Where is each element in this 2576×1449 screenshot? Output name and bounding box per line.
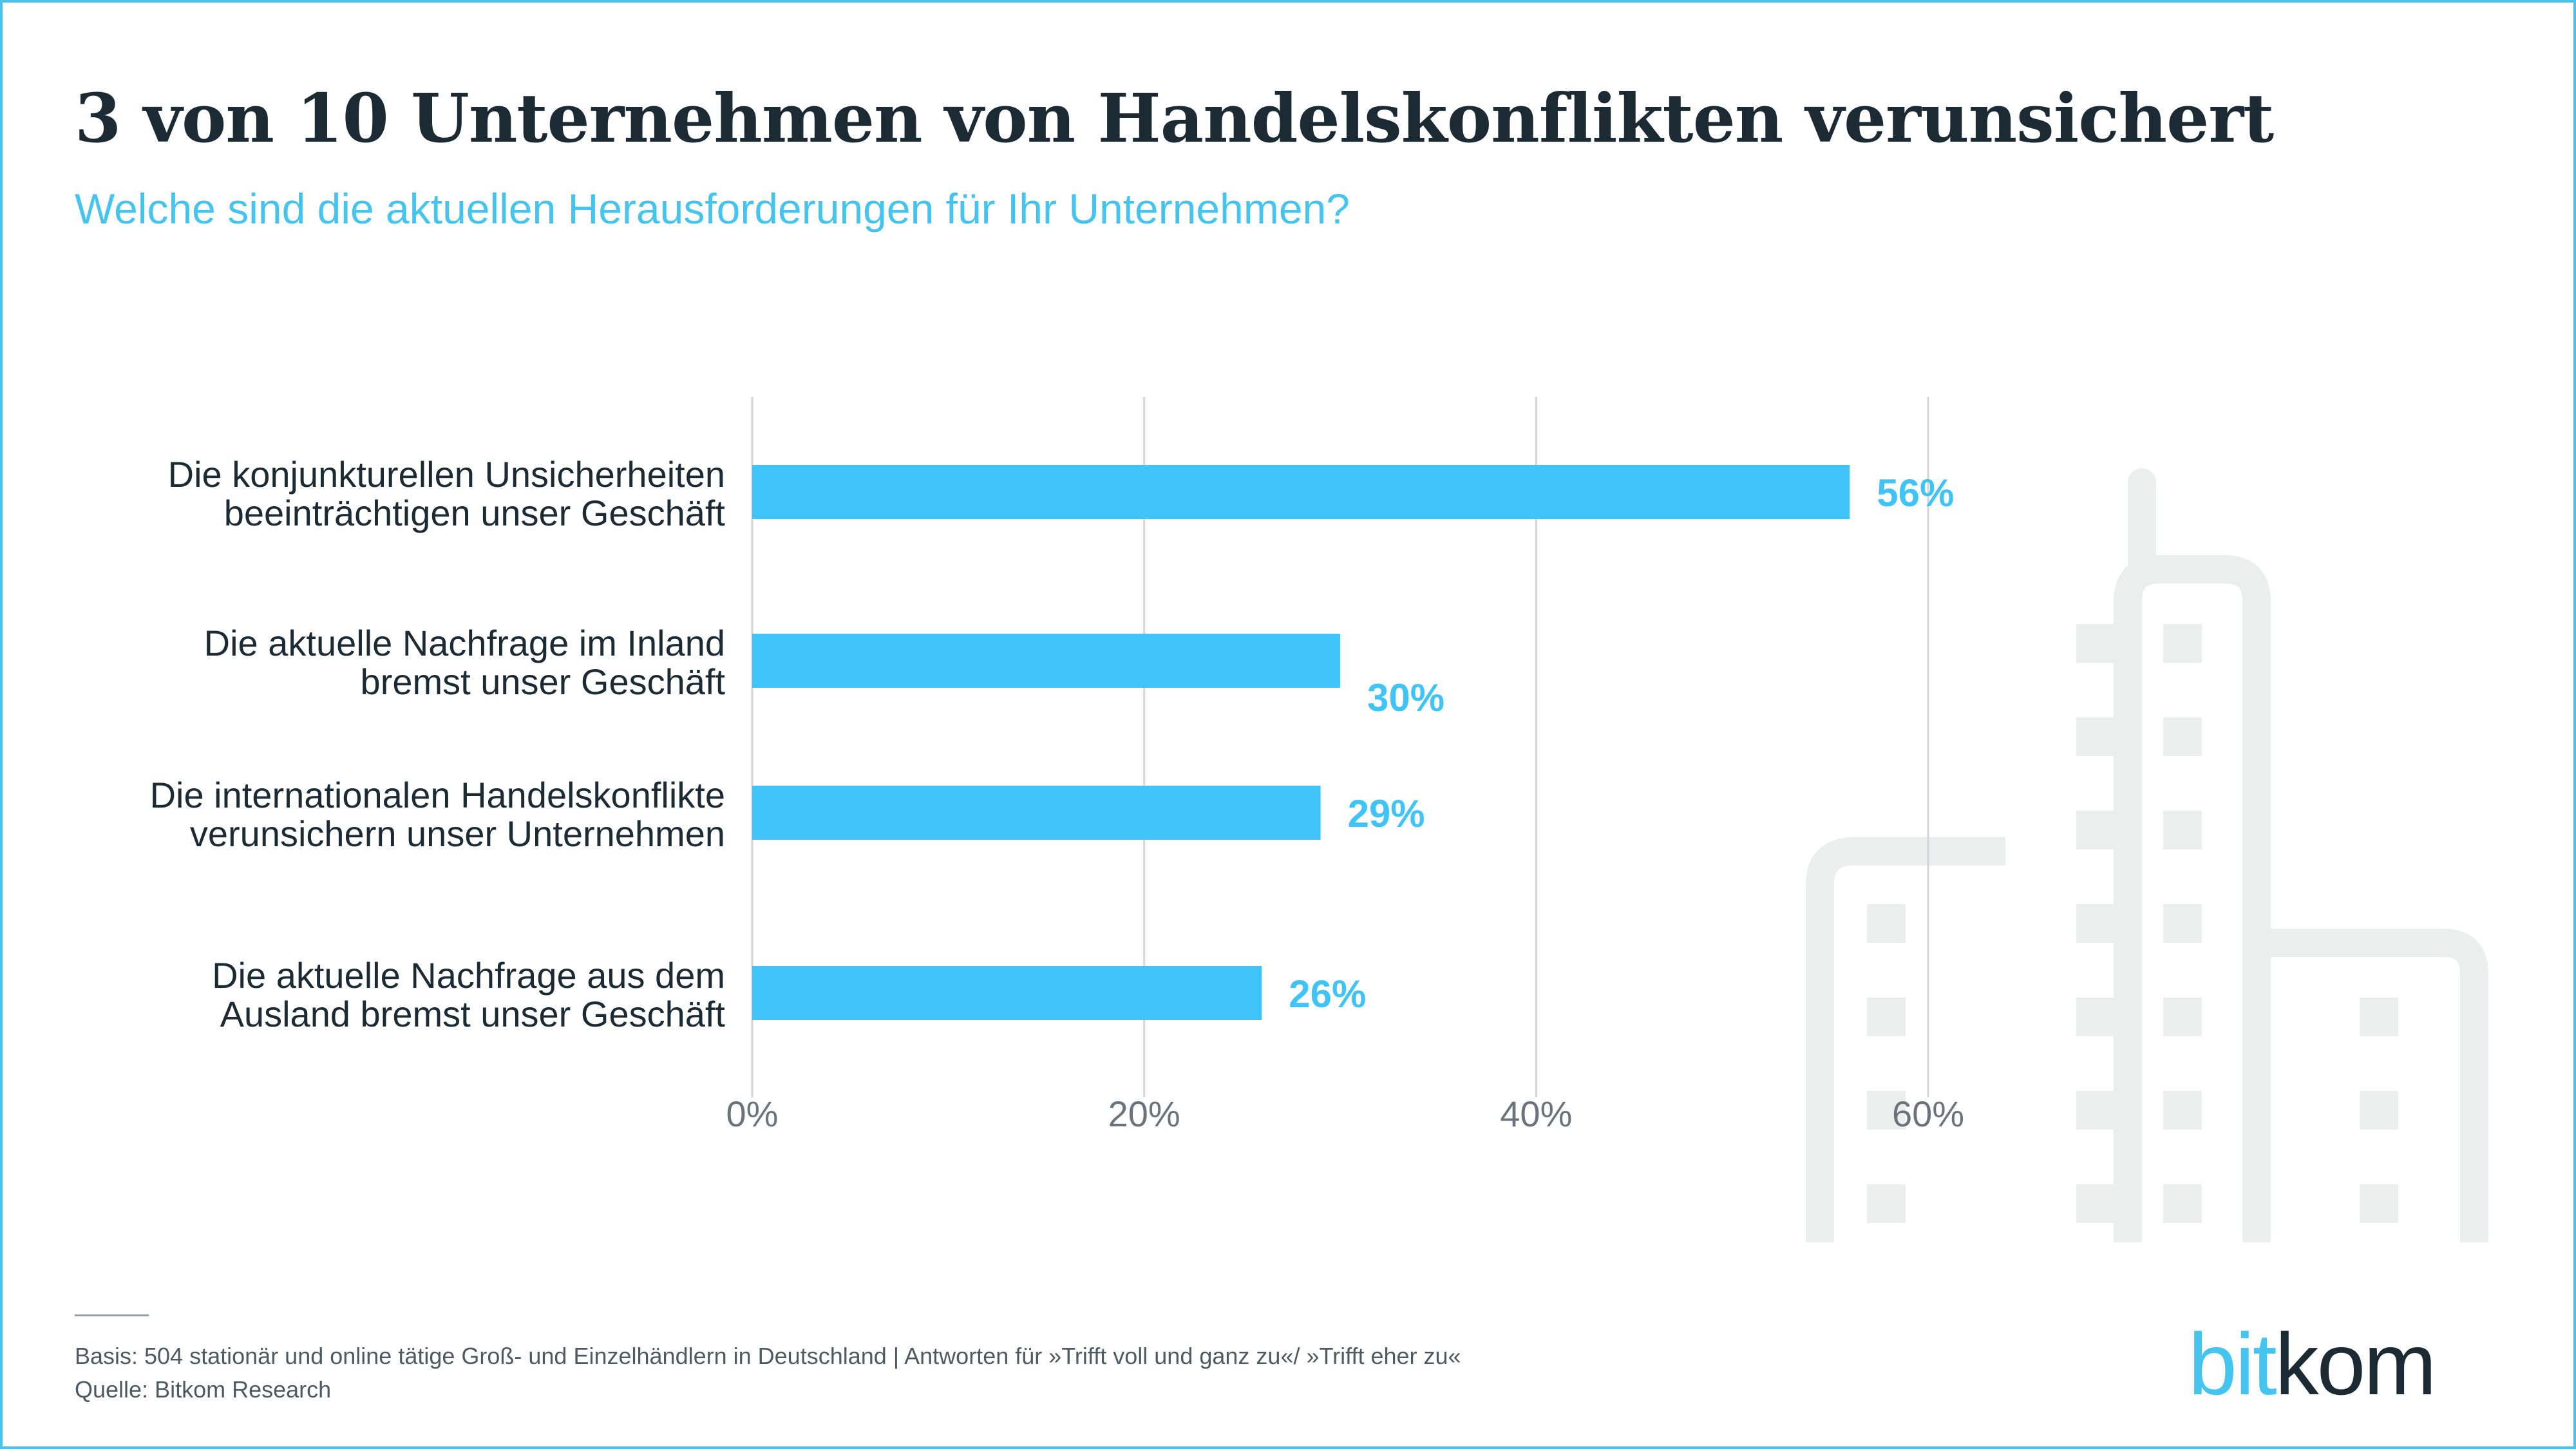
bar xyxy=(752,465,1850,519)
category-label-line: bremst unser Geschäft xyxy=(361,661,726,702)
building-window xyxy=(2360,998,2398,1036)
category-label: Die aktuelle Nachfrage aus dem Ausland br… xyxy=(212,955,725,1034)
building-window xyxy=(1867,1091,1906,1130)
footer-basis: Basis: 504 stationär und online tätige G… xyxy=(75,1343,1461,1369)
building-window xyxy=(2163,1091,2202,1130)
bar xyxy=(752,966,1262,1020)
building-window xyxy=(2360,1091,2398,1130)
category-label: Die aktuelle Nachfrage im Inland bremst u… xyxy=(204,623,726,702)
category-label-line: verunsichern unser Unternehmen xyxy=(190,813,725,854)
category-label-line: Die aktuelle Nachfrage aus dem xyxy=(212,955,725,996)
building-left-outline xyxy=(1806,837,2005,1242)
bar xyxy=(752,786,1321,840)
chart-labels: Die konjunkturellen Unsicherheiten beeint… xyxy=(150,454,1955,1034)
chart-title: 3 von 10 Unternehmen von Handelskonflikt… xyxy=(75,79,2274,158)
bar xyxy=(752,634,1340,688)
x-tick-label: 20% xyxy=(1108,1094,1180,1134)
category-label-line: Ausland bremst unser Geschäft xyxy=(220,994,726,1034)
building-window xyxy=(2163,811,2202,849)
buildings-icon xyxy=(1806,468,2488,1242)
building-right-outline xyxy=(2271,929,2488,1242)
building-window xyxy=(2163,998,2202,1036)
bitkom-logo: bitkom xyxy=(2188,1314,2437,1414)
footer-divider xyxy=(75,1314,149,1316)
building-window xyxy=(2163,624,2202,663)
building-window xyxy=(1867,904,1906,943)
footer-notes: Basis: 504 stationär und online tätige G… xyxy=(75,1340,1461,1406)
logo-part-bit: bit xyxy=(2188,1315,2277,1413)
category-label: Die internationalen Handelskonflikte veru… xyxy=(150,775,725,854)
bar-chart: 0% 20% 40% 60% Die konjunkturellen Unsicher… xyxy=(150,397,2488,1242)
building-window xyxy=(2076,717,2115,756)
building-window xyxy=(2076,998,2115,1036)
value-label: 26% xyxy=(1289,972,1366,1016)
category-label-line: beeinträchtigen unser Geschäft xyxy=(224,493,726,533)
chart-subtitle: Welche sind die aktuellen Herausforderun… xyxy=(75,185,1350,232)
building-window xyxy=(2076,904,2115,943)
building-window xyxy=(1867,1184,1906,1223)
x-tick-label: 60% xyxy=(1892,1094,1964,1134)
building-window xyxy=(2163,1184,2202,1223)
x-tick-label: 0% xyxy=(726,1094,779,1134)
building-window xyxy=(1867,998,1906,1036)
category-label-line: Die aktuelle Nachfrage im Inland xyxy=(204,623,725,663)
building-window xyxy=(2076,1091,2115,1130)
value-label: 56% xyxy=(1877,471,1954,515)
building-window xyxy=(2163,717,2202,756)
category-label-line: Die internationalen Handelskonflikte xyxy=(150,775,725,815)
chart-bars xyxy=(752,465,1850,1020)
building-window xyxy=(2076,811,2115,849)
building-center-outline xyxy=(2114,555,2271,1242)
category-label: Die konjunkturellen Unsicherheiten beeint… xyxy=(168,454,726,533)
category-label-line: Die konjunkturellen Unsicherheiten xyxy=(168,454,725,495)
value-label: 30% xyxy=(1367,676,1444,719)
building-window xyxy=(2360,1184,2398,1223)
building-window xyxy=(2076,1184,2115,1223)
building-window xyxy=(2076,624,2115,663)
footer-source: Quelle: Bitkom Research xyxy=(75,1376,332,1403)
value-label: 29% xyxy=(1348,792,1425,835)
x-tick-label: 40% xyxy=(1500,1094,1572,1134)
building-window xyxy=(2163,904,2202,943)
logo-part-kom: kom xyxy=(2275,1315,2437,1413)
